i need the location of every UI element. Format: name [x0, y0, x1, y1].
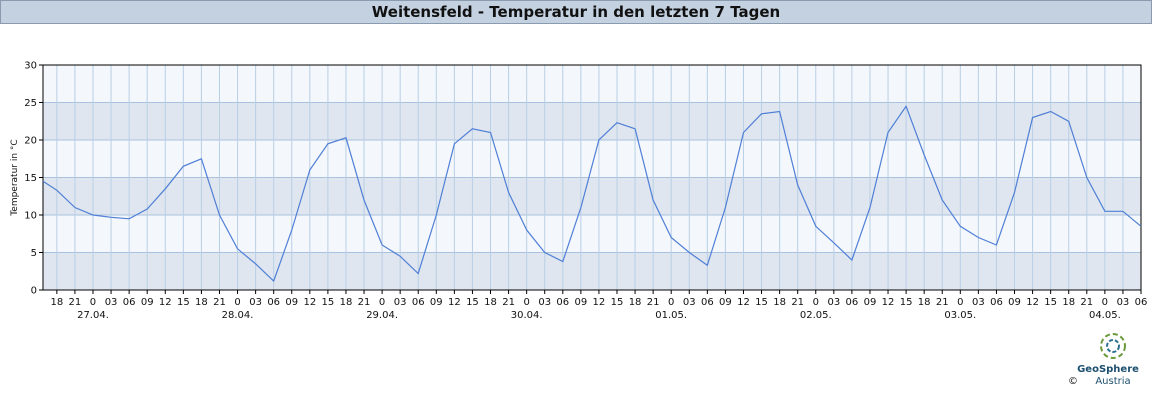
- x-tick-label: 09: [1008, 297, 1021, 308]
- y-tick-label: 5: [31, 248, 37, 259]
- date-label: 27.04.: [77, 310, 109, 321]
- x-tick-label: 15: [1044, 297, 1057, 308]
- x-tick-label: 03: [249, 297, 262, 308]
- y-tick-label: 15: [24, 173, 37, 184]
- band: [43, 102, 1141, 140]
- x-tick-label: 06: [556, 297, 569, 308]
- x-tick-label: 18: [195, 297, 208, 308]
- x-tick-label: 06: [846, 297, 859, 308]
- x-tick-label: 0: [234, 297, 240, 308]
- x-tick-label: 06: [267, 297, 280, 308]
- y-tick-label: 20: [24, 136, 37, 147]
- x-tick-label: 09: [864, 297, 877, 308]
- x-tick-label: 0: [813, 297, 819, 308]
- x-tick-label: 18: [340, 297, 353, 308]
- x-tick-label: 15: [177, 297, 190, 308]
- x-tick-label: 06: [123, 297, 136, 308]
- x-tick-label: 21: [69, 297, 82, 308]
- x-tick-label: 03: [1117, 297, 1130, 308]
- x-tick-label: 15: [755, 297, 768, 308]
- date-label: 30.04.: [511, 310, 543, 321]
- logo-icon: [1100, 333, 1126, 359]
- x-tick-label: 0: [523, 297, 529, 308]
- x-tick-label: 18: [918, 297, 931, 308]
- logo-name: GeoSphere: [1077, 364, 1139, 375]
- temperature-line: [42, 105, 1142, 283]
- x-tick-label: 12: [1026, 297, 1039, 308]
- x-tick-label: 18: [484, 297, 497, 308]
- x-tick-label: 18: [629, 297, 642, 308]
- x-tick-label: 09: [141, 297, 154, 308]
- header-title: Weitensfeld - Temperatur in den letzten …: [0, 0, 1152, 24]
- date-label: 04.05.: [1089, 310, 1121, 321]
- x-tick-label: 15: [611, 297, 624, 308]
- plot-area: [43, 64, 1142, 291]
- x-tick-label: 18: [773, 297, 786, 308]
- logo-subtitle: Austria: [1095, 376, 1130, 387]
- plot-border: [42, 64, 1142, 291]
- date-label: 29.04.: [366, 310, 398, 321]
- copyright: ©: [1068, 376, 1078, 387]
- x-tick-label: 18: [50, 297, 63, 308]
- x-tick-label: 0: [1102, 297, 1108, 308]
- y-tick-label: 10: [24, 211, 37, 222]
- x-tick-label: 21: [647, 297, 660, 308]
- y-tick-label: 25: [24, 98, 37, 109]
- x-tick-label: 03: [827, 297, 840, 308]
- x-tick-label: 06: [1135, 297, 1148, 308]
- x-tick-label: 18: [1062, 297, 1075, 308]
- x-tick-label: 03: [972, 297, 985, 308]
- x-tick-label: 06: [990, 297, 1003, 308]
- x-tick-label: 09: [285, 297, 298, 308]
- x-tick-label: 21: [213, 297, 226, 308]
- x-tick-label: 21: [791, 297, 804, 308]
- y-tick-label: 30: [24, 61, 37, 72]
- x-tick-label: 03: [105, 297, 118, 308]
- x-tick-label: 0: [379, 297, 385, 308]
- x-tick-label: 09: [719, 297, 732, 308]
- x-tick-label: 09: [430, 297, 443, 308]
- x-tick-label: 0: [957, 297, 963, 308]
- x-tick-label: 21: [358, 297, 371, 308]
- x-tick-label: 09: [574, 297, 587, 308]
- x-tick-label: 06: [701, 297, 714, 308]
- x-tick-label: 12: [737, 297, 750, 308]
- x-tick-label: 12: [303, 297, 316, 308]
- x-tick-label: 0: [668, 297, 674, 308]
- x-tick-label: 21: [502, 297, 515, 308]
- x-tick-label: 03: [394, 297, 407, 308]
- x-tick-label: 12: [882, 297, 895, 308]
- x-tick-label: 0: [90, 297, 96, 308]
- x-tick-label: 12: [159, 297, 172, 308]
- x-tick-label: 12: [593, 297, 606, 308]
- date-label: 03.05.: [944, 310, 976, 321]
- x-tick-label: 06: [412, 297, 425, 308]
- x-tick-label: 03: [538, 297, 551, 308]
- band: [43, 177, 1141, 215]
- x-tick-label: 15: [900, 297, 913, 308]
- x-tick-label: 15: [466, 297, 479, 308]
- date-label: 01.05.: [655, 310, 687, 321]
- date-label: 02.05.: [800, 310, 832, 321]
- date-label: 28.04.: [222, 310, 254, 321]
- x-tick-label: 21: [1080, 297, 1093, 308]
- x-tick-label: 21: [936, 297, 949, 308]
- band: [43, 252, 1141, 290]
- x-tick-label: 12: [448, 297, 461, 308]
- y-axis-label: Temperatur in °C: [10, 139, 20, 216]
- x-tick-label: 15: [322, 297, 335, 308]
- y-tick-label: 0: [31, 286, 37, 297]
- x-tick-label: 03: [683, 297, 696, 308]
